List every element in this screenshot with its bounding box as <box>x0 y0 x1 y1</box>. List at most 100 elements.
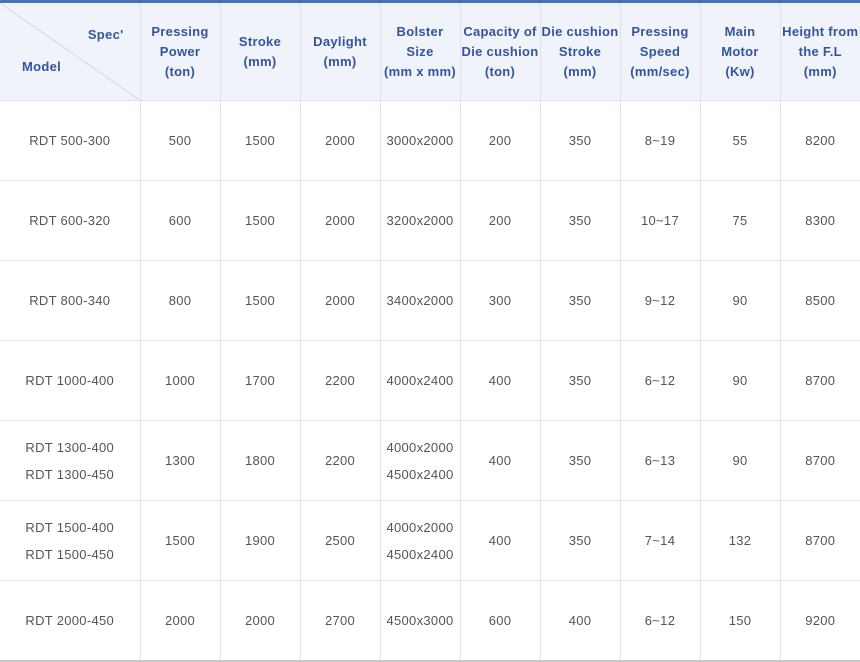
value-line: 132 <box>728 533 752 548</box>
value-cell: 350 <box>540 180 621 261</box>
value-cell: 4000x2400 <box>380 340 461 421</box>
column-header-line: Stroke <box>558 43 602 59</box>
value-line: 600 <box>488 612 512 628</box>
column-header-line: (ton) <box>484 63 516 79</box>
column-header-pressing-power: Pressing Power (ton) <box>140 1 221 101</box>
value-line: 200 <box>488 213 512 228</box>
value-cell: 2000 <box>300 100 381 181</box>
value-cell: 1500 <box>220 180 301 261</box>
value-cell: 400 <box>540 580 621 661</box>
column-header-daylight: Daylight (mm) <box>300 1 381 101</box>
value-line: 1000 <box>164 373 196 388</box>
column-header-line: Die cushion <box>541 23 619 39</box>
column-header-die-cushion-capacity: Capacity of Die cushion (ton) <box>460 1 541 101</box>
model-name: RDT 2000-450 <box>25 612 115 628</box>
model-label: Model <box>22 59 62 74</box>
value-line: 150 <box>728 612 752 628</box>
value-cell: 1300 <box>140 420 221 501</box>
value-line: 8500 <box>805 293 836 308</box>
value-line: 350 <box>568 453 592 468</box>
model-cell: RDT 1500-400 RDT 1500-450 <box>0 500 141 581</box>
value-line: 2500 <box>324 533 356 548</box>
value-line: 1500 <box>164 533 196 548</box>
value-line: 400 <box>488 453 512 468</box>
column-header-line: Size <box>406 43 434 59</box>
value-cell: 9200 <box>780 580 860 661</box>
table-row: RDT 500-300 500 1500 2000 3000x2000 200 350 8~1… <box>0 100 860 181</box>
model-cell: RDT 2000-450 <box>0 580 141 661</box>
value-cell: 8700 <box>780 500 860 581</box>
column-header-line: (mm) <box>323 53 357 69</box>
value-line: 6~12 <box>644 612 676 628</box>
value-cell: 3400x2000 <box>380 260 461 341</box>
column-header-line: the F.L <box>798 43 842 59</box>
value-cell: 8200 <box>780 100 860 181</box>
value-cell: 10~17 <box>620 180 701 261</box>
column-header-main-motor: Main Motor (Kw) <box>700 1 781 101</box>
value-line: 2700 <box>324 612 356 628</box>
value-line: 8200 <box>805 133 836 148</box>
model-name: RDT 1500-450 <box>25 546 115 562</box>
corner-header-cell: Spec' Model <box>0 1 141 101</box>
value-cell: 600 <box>140 180 221 261</box>
value-line: 1500 <box>244 133 276 148</box>
value-line: 90 <box>732 293 748 308</box>
spec-label: Spec' <box>87 27 124 42</box>
value-cell: 6~12 <box>620 580 701 661</box>
value-cell: 200 <box>460 180 541 261</box>
value-line: 350 <box>568 373 592 388</box>
value-cell: 1500 <box>140 500 221 581</box>
model-name: RDT 1000-400 <box>25 373 115 388</box>
value-line: 350 <box>568 533 592 548</box>
column-header-line: Motor <box>721 43 759 59</box>
value-cell: 1800 <box>220 420 301 501</box>
value-line: 2200 <box>324 373 356 388</box>
value-line: 2000 <box>324 293 356 308</box>
value-cell: 8700 <box>780 340 860 421</box>
column-header-line: Die cushion <box>461 43 539 59</box>
value-cell: 3000x2000 <box>380 100 461 181</box>
value-cell: 350 <box>540 420 621 501</box>
value-line: 400 <box>568 612 592 628</box>
value-line: 4500x2400 <box>386 546 454 562</box>
value-line: 4000x2000 <box>386 519 454 535</box>
column-header-line: (mm x mm) <box>383 63 457 79</box>
value-cell: 8300 <box>780 180 860 261</box>
value-cell: 1500 <box>220 100 301 181</box>
value-cell: 90 <box>700 420 781 501</box>
value-cell: 600 <box>460 580 541 661</box>
value-line: 8300 <box>805 213 836 228</box>
value-cell: 400 <box>460 500 541 581</box>
value-cell: 500 <box>140 100 221 181</box>
value-line: 10~17 <box>640 213 679 228</box>
table-row: RDT 800-340 800 1500 2000 3400x2000 300 350 9~1… <box>0 260 860 341</box>
column-header-line: Pressing <box>151 23 209 39</box>
column-header-line: Capacity of <box>463 23 537 39</box>
value-line: 2000 <box>244 612 276 628</box>
column-header-die-cushion-stroke: Die cushion Stroke (mm) <box>540 1 621 101</box>
value-cell: 75 <box>700 180 781 261</box>
value-line: 350 <box>568 213 592 228</box>
value-line: 90 <box>732 373 748 388</box>
column-header-line: Bolster <box>396 23 444 39</box>
value-line: 9200 <box>805 612 836 628</box>
diagonal-divider <box>0 3 140 100</box>
value-cell: 3200x2000 <box>380 180 461 261</box>
value-line: 3200x2000 <box>386 213 454 228</box>
value-cell: 6~12 <box>620 340 701 421</box>
value-line: 8~19 <box>644 133 676 148</box>
model-name: RDT 500-300 <box>29 133 111 148</box>
model-cell: RDT 800-340 <box>0 260 141 341</box>
value-cell: 2500 <box>300 500 381 581</box>
model-cell: RDT 1000-400 <box>0 340 141 421</box>
value-line: 2000 <box>324 213 356 228</box>
value-cell: 2000 <box>140 580 221 661</box>
model-name: RDT 600-320 <box>29 213 111 228</box>
value-line: 3000x2000 <box>386 133 454 148</box>
value-line: 400 <box>488 373 512 388</box>
column-header-line: Power <box>159 43 201 59</box>
value-line: 400 <box>488 533 512 548</box>
value-line: 8700 <box>805 373 836 388</box>
value-line: 200 <box>488 133 512 148</box>
